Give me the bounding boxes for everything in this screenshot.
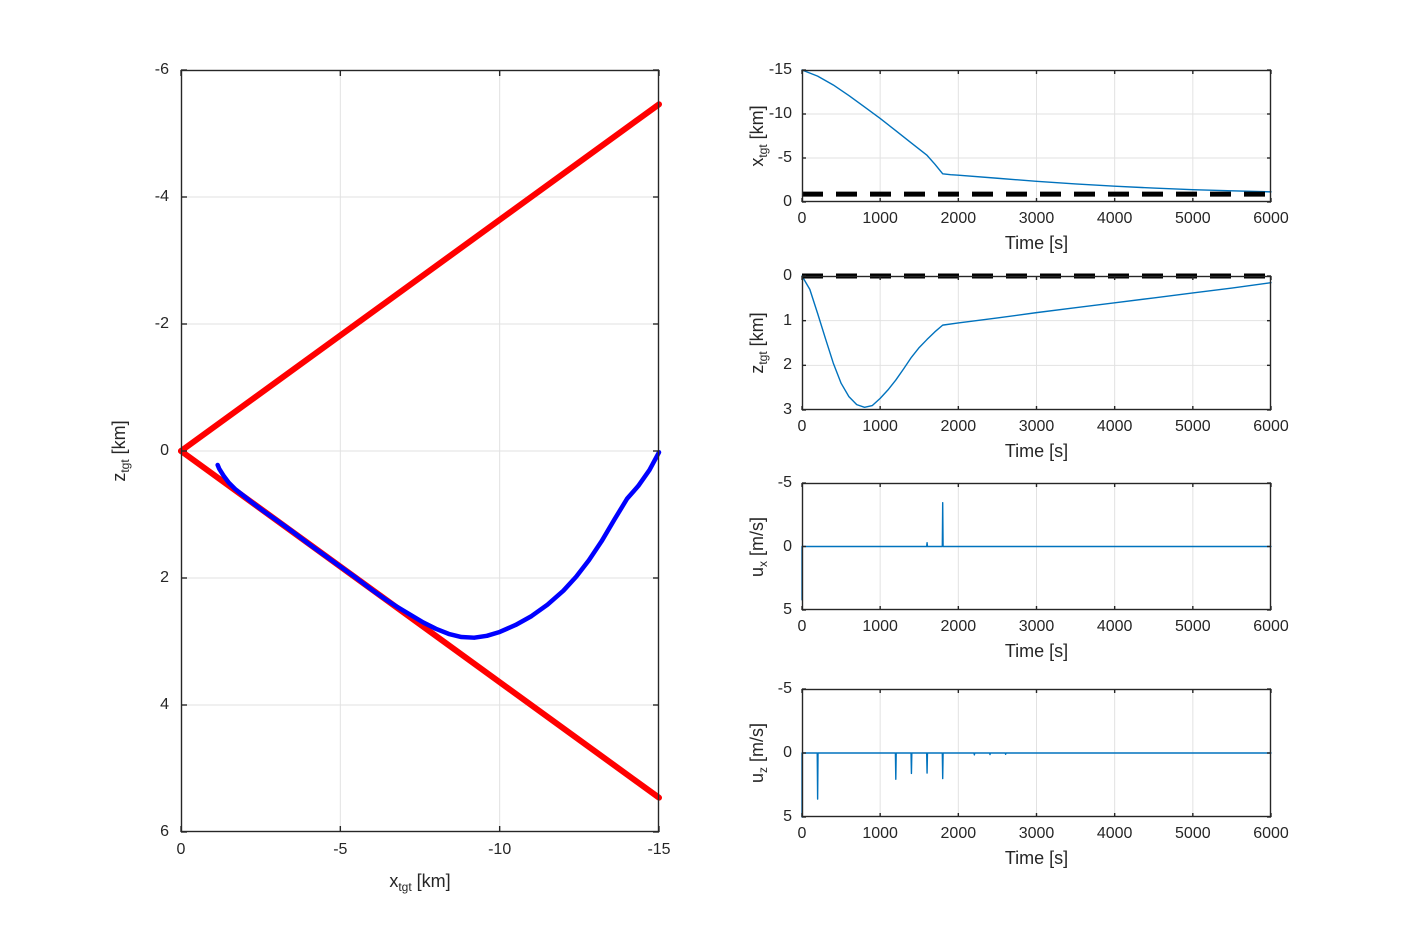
y-tick-label: -5 <box>777 680 792 697</box>
uz-vs-time-plot-svg <box>801 688 1272 818</box>
x-tick-label: 5000 <box>1175 618 1211 635</box>
uz-vs-time-plot: 0 1000 2000 3000 4000 5000 6000 -5 0 5 Time [s] uz … <box>747 681 1289 868</box>
x-tick-label: 2000 <box>940 618 977 635</box>
x-tick-label: -10 <box>488 841 512 858</box>
y-tick-label: 4 <box>160 696 169 713</box>
y-axis-label: ux [m/s] <box>747 516 770 577</box>
x-tick-label: 3000 <box>1018 825 1055 842</box>
x-axis-label: Time [s] <box>1004 441 1069 461</box>
x-tick-label: 1000 <box>862 618 898 635</box>
y-tick-label: -10 <box>768 105 792 122</box>
xtgt-vs-time-plot-svg <box>801 69 1272 203</box>
x-tick-label: 6000 <box>1253 825 1289 842</box>
y-tick-label: -15 <box>768 61 792 78</box>
x-tick-label: 1000 <box>862 210 898 227</box>
ztgt-history <box>801 275 1272 409</box>
x-tick-label: 4000 <box>1096 418 1133 435</box>
y-tick-label: 2 <box>160 569 169 586</box>
y-tick-label: 3 <box>783 401 792 418</box>
x-tick-label: 5000 <box>1175 210 1211 227</box>
ux-vs-time-plot-svg <box>801 482 1272 611</box>
x-tick-label: 3000 <box>1018 210 1055 227</box>
x-tick-label: 0 <box>176 841 186 858</box>
x-tick-label: 1000 <box>862 418 898 435</box>
x-tick-label: 2000 <box>940 210 977 227</box>
approach-cone-upper <box>178 101 662 454</box>
ztgt-vs-time-plot: 0 1000 2000 3000 4000 5000 6000 0 1 2 3 Time [s] ztg… <box>747 268 1289 461</box>
x-axis-label: Time [s] <box>1004 233 1069 253</box>
y-tick-label: 0 <box>783 744 792 761</box>
x-axis-label: Time [s] <box>1004 641 1069 661</box>
x-tick-label: 0 <box>797 618 807 635</box>
xtgt-history <box>801 69 1272 193</box>
y-tick-label: 5 <box>783 601 792 618</box>
x-tick-label: 5000 <box>1175 825 1211 842</box>
y-tick-label: 0 <box>783 193 792 210</box>
x-tick-label: 1000 <box>862 825 898 842</box>
y-tick-label: 0 <box>783 537 792 555</box>
y-tick-label: -5 <box>777 474 792 491</box>
y-tick-label: 5 <box>783 808 792 825</box>
trajectory-xz-plot: 0 -5 -10 -15 -6 -4 -2 0 2 4 6 xtgt [km] ztgt [km] <box>109 62 671 894</box>
uz-control-history <box>801 752 1272 818</box>
y-axis-label: ztgt [km] <box>109 420 132 482</box>
x-tick-label: 4000 <box>1096 210 1133 227</box>
ztgt-vs-time-plot-svg <box>801 273 1272 411</box>
y-tick-label: -4 <box>154 188 169 205</box>
trajectory-xz-plot-svg <box>178 69 662 833</box>
x-tick-label: 3000 <box>1018 418 1055 435</box>
y-tick-label: -5 <box>777 149 792 166</box>
x-tick-label: 0 <box>797 825 807 842</box>
x-tick-label: 6000 <box>1253 618 1289 635</box>
xtgt-vs-time-plot: 0 1000 2000 3000 4000 5000 6000 -15 -10 -5 0 Time [… <box>747 62 1289 253</box>
x-axis-label: xtgt [km] <box>389 871 451 894</box>
x-tick-label: 2000 <box>940 825 977 842</box>
x-axis-label: Time [s] <box>1004 848 1069 868</box>
y-tick-label: 1 <box>783 311 792 329</box>
y-tick-label: 2 <box>783 356 792 374</box>
x-tick-label: 5000 <box>1175 418 1211 435</box>
x-tick-label: 6000 <box>1253 418 1289 435</box>
y-tick-label: -6 <box>154 61 169 78</box>
x-tick-label: 4000 <box>1096 618 1133 635</box>
x-tick-label: -15 <box>647 841 671 858</box>
y-tick-label: 0 <box>783 267 792 284</box>
x-tick-label: 0 <box>797 418 807 435</box>
x-tick-label: 0 <box>797 210 807 227</box>
x-tick-label: 3000 <box>1018 618 1055 635</box>
y-axis-label: uz [m/s] <box>747 722 770 784</box>
x-tick-label: -5 <box>333 841 348 858</box>
y-axis-label: ztgt [km] <box>747 312 770 374</box>
ux-vs-time-plot: 0 1000 2000 3000 4000 5000 6000 -5 0 5 Time [s] ux … <box>747 475 1289 661</box>
x-tick-label: 6000 <box>1253 210 1289 227</box>
y-tick-label: 0 <box>160 442 169 459</box>
x-tick-label: 2000 <box>940 418 977 435</box>
relative-trajectory <box>215 450 662 640</box>
y-axis-label: xtgt [km] <box>747 105 770 167</box>
x-tick-label: 4000 <box>1096 825 1133 842</box>
y-tick-label: -2 <box>154 315 169 332</box>
y-tick-label: 6 <box>160 823 169 840</box>
